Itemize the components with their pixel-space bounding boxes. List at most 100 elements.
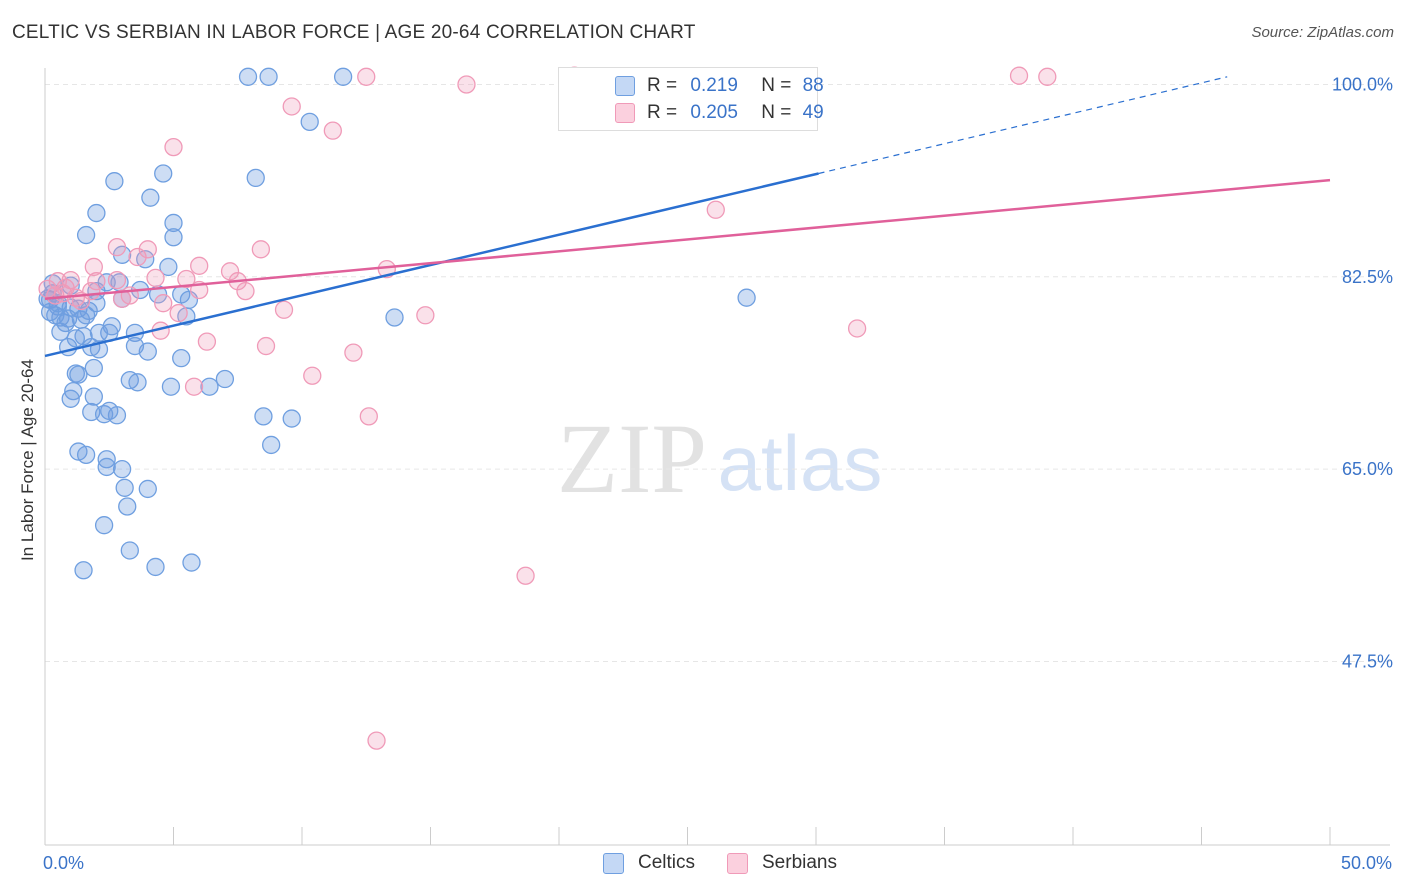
y-tick-label: 65.0% xyxy=(1342,459,1393,479)
celtic-point xyxy=(84,358,103,378)
celtics-trend-line xyxy=(44,172,819,358)
serbian-point xyxy=(303,366,322,385)
serbian-point xyxy=(251,240,271,259)
celtic-point xyxy=(282,409,301,428)
legend-swatch-serbians xyxy=(615,103,635,123)
celtic-point xyxy=(172,348,191,368)
celtic-point xyxy=(262,435,281,455)
celtic-point xyxy=(76,445,96,465)
celtic-point xyxy=(97,450,116,469)
serbian-point xyxy=(184,377,204,396)
serbian-point xyxy=(359,407,378,426)
legend-n-value-celtics: 88 xyxy=(802,75,824,96)
celtic-point xyxy=(76,306,96,325)
celtic-point xyxy=(112,459,132,479)
bottom-legend-celtics: Celtics xyxy=(603,852,695,874)
celtic-point xyxy=(159,257,178,277)
celtic-point xyxy=(69,365,88,384)
bottom-legend-swatch-serbians xyxy=(727,852,748,874)
serbian-point xyxy=(1038,67,1057,86)
celtic-point xyxy=(118,497,137,516)
gridlines xyxy=(45,83,1390,662)
celtic-point xyxy=(94,405,114,424)
celtic-point xyxy=(154,164,173,183)
celtic-point xyxy=(215,369,235,389)
x-tick-label: 50.0% xyxy=(1341,853,1392,873)
series-serbians xyxy=(38,66,1057,750)
bottom-legend-serbians: Serbians xyxy=(727,852,837,874)
celtics-trend-line-extension xyxy=(818,76,1228,175)
chart-title: CELTIC VS SERBIAN IN LABOR FORCE | AGE 2… xyxy=(12,22,696,43)
legend-swatch-celtics xyxy=(615,76,635,96)
serbian-point xyxy=(323,121,342,140)
serbian-point xyxy=(236,281,255,301)
serbian-point xyxy=(344,343,363,362)
celtic-point xyxy=(182,553,201,572)
serbian-point xyxy=(164,137,183,157)
celtic-point xyxy=(385,308,404,327)
celtic-point xyxy=(94,516,114,535)
celtic-point xyxy=(138,479,157,499)
serbian-point xyxy=(706,200,725,219)
celtic-point xyxy=(97,457,116,477)
series-celtics xyxy=(38,67,756,580)
legend-n-label: N = xyxy=(761,75,792,96)
bottom-legend-label-celtics: Celtics xyxy=(638,852,696,873)
celtic-point xyxy=(254,407,273,426)
legend-r-value-serbians: 0.205 xyxy=(690,102,738,123)
serbian-point xyxy=(154,294,173,313)
serbian-point xyxy=(107,270,127,290)
serbian-point xyxy=(282,97,301,116)
serbian-point xyxy=(84,257,103,277)
serbian-point xyxy=(53,284,73,303)
celtic-point xyxy=(300,112,319,132)
celtic-point xyxy=(74,561,93,580)
serbian-point xyxy=(190,256,209,275)
serbian-point xyxy=(128,247,147,267)
celtic-point xyxy=(164,213,183,233)
watermark-atlas: atlas xyxy=(718,419,883,507)
celtic-point xyxy=(102,317,121,336)
serbian-point xyxy=(177,269,196,289)
celtic-point xyxy=(164,228,183,247)
celtic-point xyxy=(128,373,147,392)
serbian-point xyxy=(457,75,476,94)
source-label: Source: ZipAtlas.com xyxy=(1251,24,1394,41)
celtic-point xyxy=(146,557,165,577)
celtic-point xyxy=(238,67,258,86)
bottom-legend-swatch-celtics xyxy=(603,852,624,874)
celtic-point xyxy=(125,336,145,356)
bottom-legend-label-serbians: Serbians xyxy=(762,852,837,873)
serbian-point xyxy=(274,300,294,319)
axes xyxy=(44,68,1390,846)
bottom-legend: Celtics Serbians xyxy=(0,852,1406,878)
serbians-trend-line xyxy=(44,178,1331,301)
stats-legend: R = 0.219 N = 88 R = 0.205 N = 49 xyxy=(558,67,824,131)
celtic-point xyxy=(161,377,181,396)
serbian-point xyxy=(256,336,276,356)
celtic-point xyxy=(259,67,278,86)
serbian-point xyxy=(146,268,165,288)
celtic-point xyxy=(66,329,85,348)
celtic-point xyxy=(115,478,134,497)
serbian-point xyxy=(87,272,106,291)
legend-r-value-celtics: 0.219 xyxy=(690,75,738,96)
legend-r-label: R = xyxy=(647,102,678,123)
celtic-point xyxy=(141,188,160,207)
celtic-point xyxy=(200,377,219,396)
serbian-point xyxy=(107,237,127,257)
serbian-point xyxy=(367,731,386,750)
serbian-point xyxy=(112,289,132,308)
serbian-point xyxy=(847,319,867,338)
celtic-point xyxy=(56,313,75,333)
y-tick-label: 47.5% xyxy=(1342,651,1393,671)
legend-r-label: R = xyxy=(647,75,678,96)
celtic-point xyxy=(333,67,353,86)
celtic-point xyxy=(120,541,139,560)
tick-labels: 100.0% 82.5% 65.0% 47.5% 0.0% 50.0% xyxy=(43,74,1393,873)
y-tick-label: 82.5% xyxy=(1342,267,1393,287)
serbian-point xyxy=(357,67,376,86)
celtic-point xyxy=(76,225,96,245)
celtic-point xyxy=(246,168,265,188)
